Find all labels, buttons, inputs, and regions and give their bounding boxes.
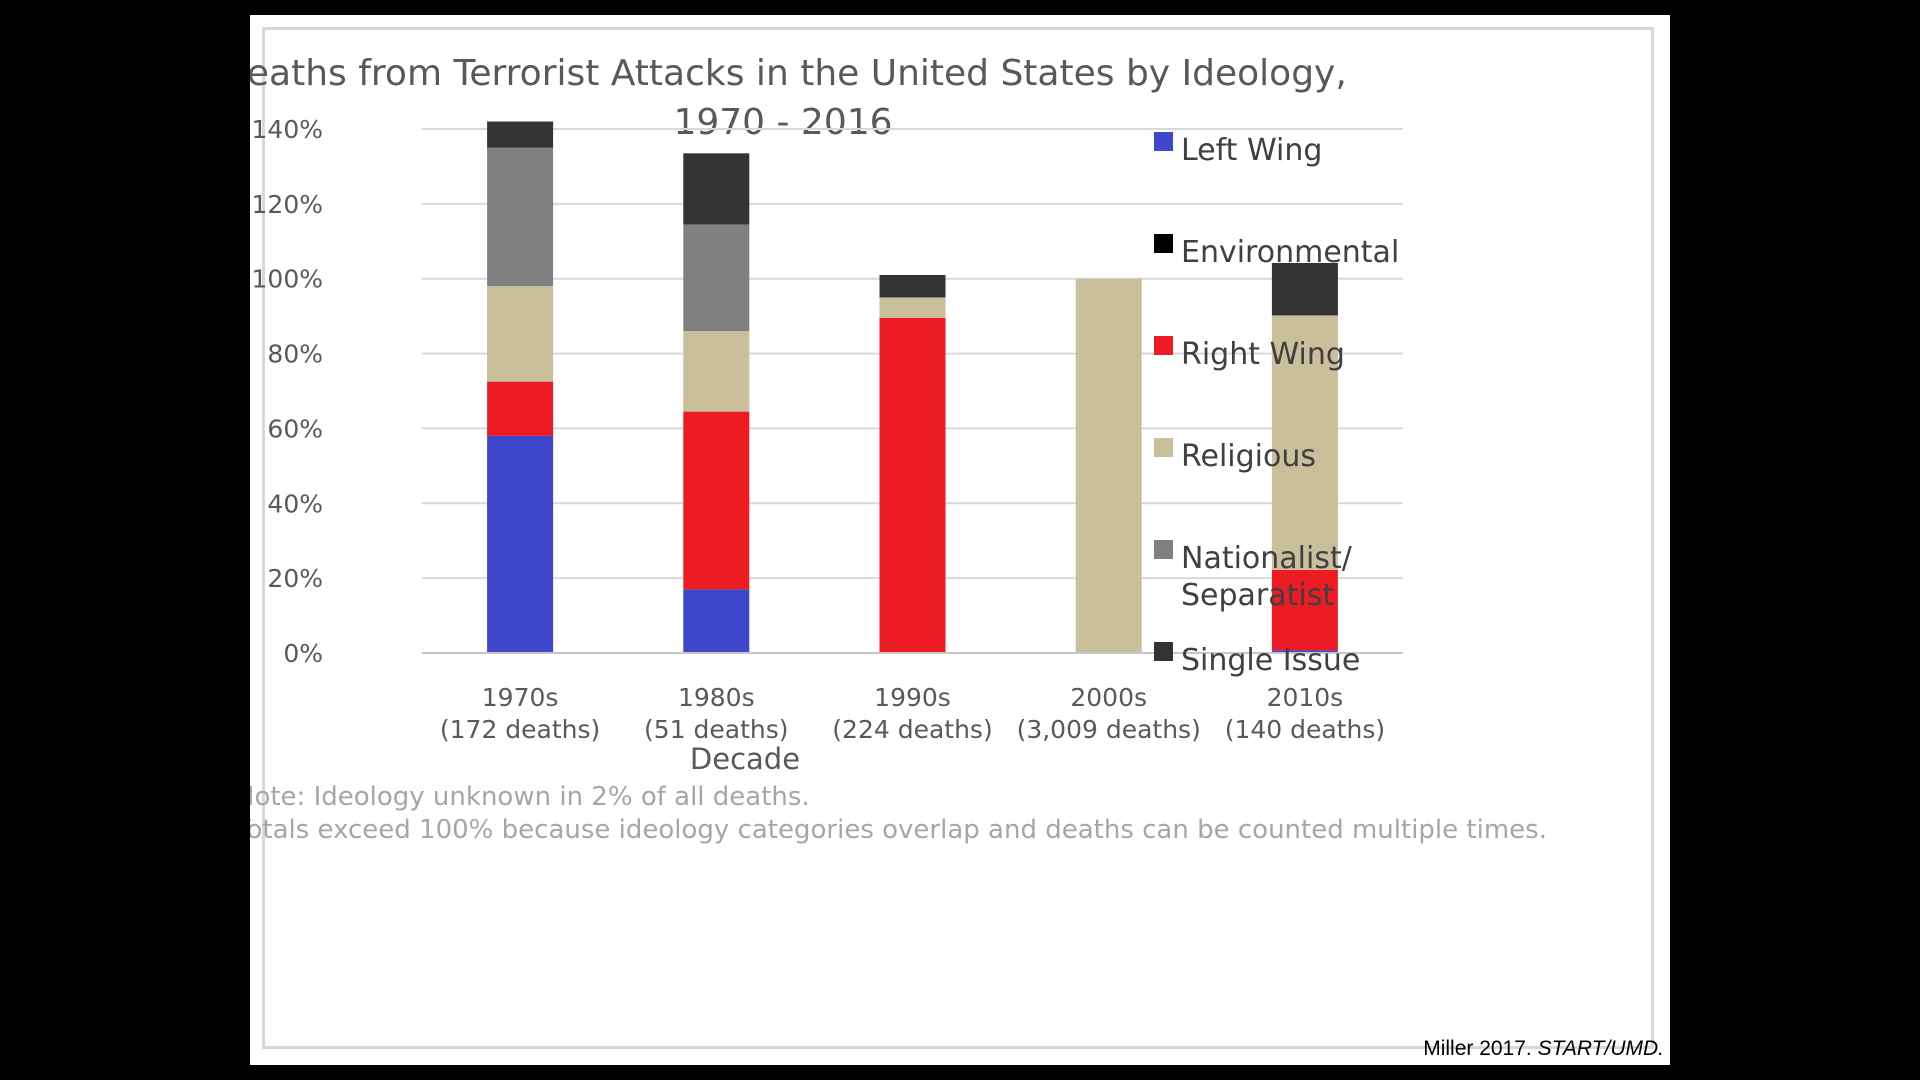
y-tick-label: 60% <box>267 414 323 443</box>
y-axis-title: Percent of Victim Deaths <box>250 200 251 558</box>
legend: Left Wing Environmental Right Wing Religiou… <box>1154 132 1399 678</box>
x-tick-deaths: (172 deaths) <box>440 715 600 744</box>
bar-segment-left-wing-1980s <box>683 589 750 653</box>
bar-segment-religious-2000s <box>1075 278 1142 653</box>
credit-source: START/UMD. <box>1537 1037 1664 1060</box>
chart-svg: Deaths from Terrorist Attacks in the Uni… <box>250 53 1547 845</box>
bar-segment-left-wing-1970s <box>487 435 554 653</box>
legend-label: Left Wing <box>1181 133 1322 168</box>
gridlines <box>422 128 1403 580</box>
x-tick-decade: 1980s <box>678 683 755 712</box>
bars <box>487 121 1338 653</box>
legend-swatch <box>1154 642 1173 661</box>
bar-segment-single-issue-1980s <box>683 153 750 225</box>
x-tick-labels: 1970s (172 deaths) 1980s (51 deaths) 1990s (2… <box>440 683 1385 744</box>
legend-label: Right Wing <box>1181 337 1345 372</box>
bar-segment-single-issue-1970s <box>487 121 554 148</box>
x-tick-decade: 2000s <box>1070 683 1147 712</box>
chart-frame <box>262 27 1654 1049</box>
legend-label: Environmental <box>1181 235 1399 270</box>
legend-swatch <box>1154 438 1173 457</box>
y-tick-label: 40% <box>267 489 323 518</box>
bar-segment-single-issue-1990s <box>879 274 946 298</box>
bar-segment-religious-1980s <box>683 331 750 412</box>
note-line-2: Totals exceed 100% because ideology cate… <box>250 815 1547 845</box>
bar-segment-religious-2010s <box>1271 315 1338 570</box>
y-tick-label: 140% <box>252 115 323 144</box>
bar-segment-right-wing-1980s <box>683 411 750 590</box>
note-line-1: Note: Ideology unknown in 2% of all deat… <box>250 782 810 812</box>
legend-label: Single Issue <box>1181 643 1360 678</box>
legend-label: Religious <box>1181 439 1316 474</box>
legend-label: Separatist <box>1181 578 1334 613</box>
bar-segment-nationalist-separatist-1980s <box>683 224 750 332</box>
bar-segment-religious-1970s <box>487 286 554 382</box>
bar-segment-nationalist-separatist-1970s <box>487 147 554 287</box>
chart-slide: Deaths from Terrorist Attacks in the Uni… <box>250 15 1670 1065</box>
chart-title-line-1: Deaths from Terrorist Attacks in the Uni… <box>250 53 1347 94</box>
x-tick-decade: 1970s <box>482 683 559 712</box>
y-tick-label: 0% <box>283 639 323 668</box>
credit-author: Miller 2017. <box>1423 1037 1532 1060</box>
source-credit: Miller 2017. START/UMD. <box>1423 1037 1664 1061</box>
y-tick-label: 100% <box>252 265 323 294</box>
x-axis-title: Decade <box>690 742 800 776</box>
x-tick-deaths: (3,009 deaths) <box>1017 715 1201 744</box>
y-tick-label: 120% <box>252 190 323 219</box>
x-tick-decade: 2010s <box>1267 683 1344 712</box>
bar-segment-right-wing-2010s <box>1271 569 1338 651</box>
legend-swatch <box>1154 336 1173 355</box>
bar-segment-left-wing-2010s <box>1271 650 1338 653</box>
chart-title-line-2: 1970 - 2016 <box>673 102 892 143</box>
y-tick-label: 20% <box>267 564 323 593</box>
bar-segment-religious-1990s <box>879 297 946 319</box>
x-tick-decade: 1990s <box>874 683 951 712</box>
y-tick-label: 80% <box>267 340 323 369</box>
bar-segment-right-wing-1990s <box>879 318 946 653</box>
bar-segment-single-issue-2010s <box>1271 262 1338 316</box>
legend-swatch <box>1154 234 1173 253</box>
bar-segment-right-wing-1970s <box>487 381 554 436</box>
x-tick-deaths: (140 deaths) <box>1225 715 1385 744</box>
x-tick-deaths: (224 deaths) <box>832 715 992 744</box>
legend-label: Nationalist/ <box>1181 541 1353 576</box>
legend-swatch <box>1154 132 1173 151</box>
legend-swatch <box>1154 540 1173 559</box>
x-tick-deaths: (51 deaths) <box>644 715 789 744</box>
y-tick-labels: 0% 20% 40% 60% 80% 100% 120% 140% <box>252 115 323 668</box>
